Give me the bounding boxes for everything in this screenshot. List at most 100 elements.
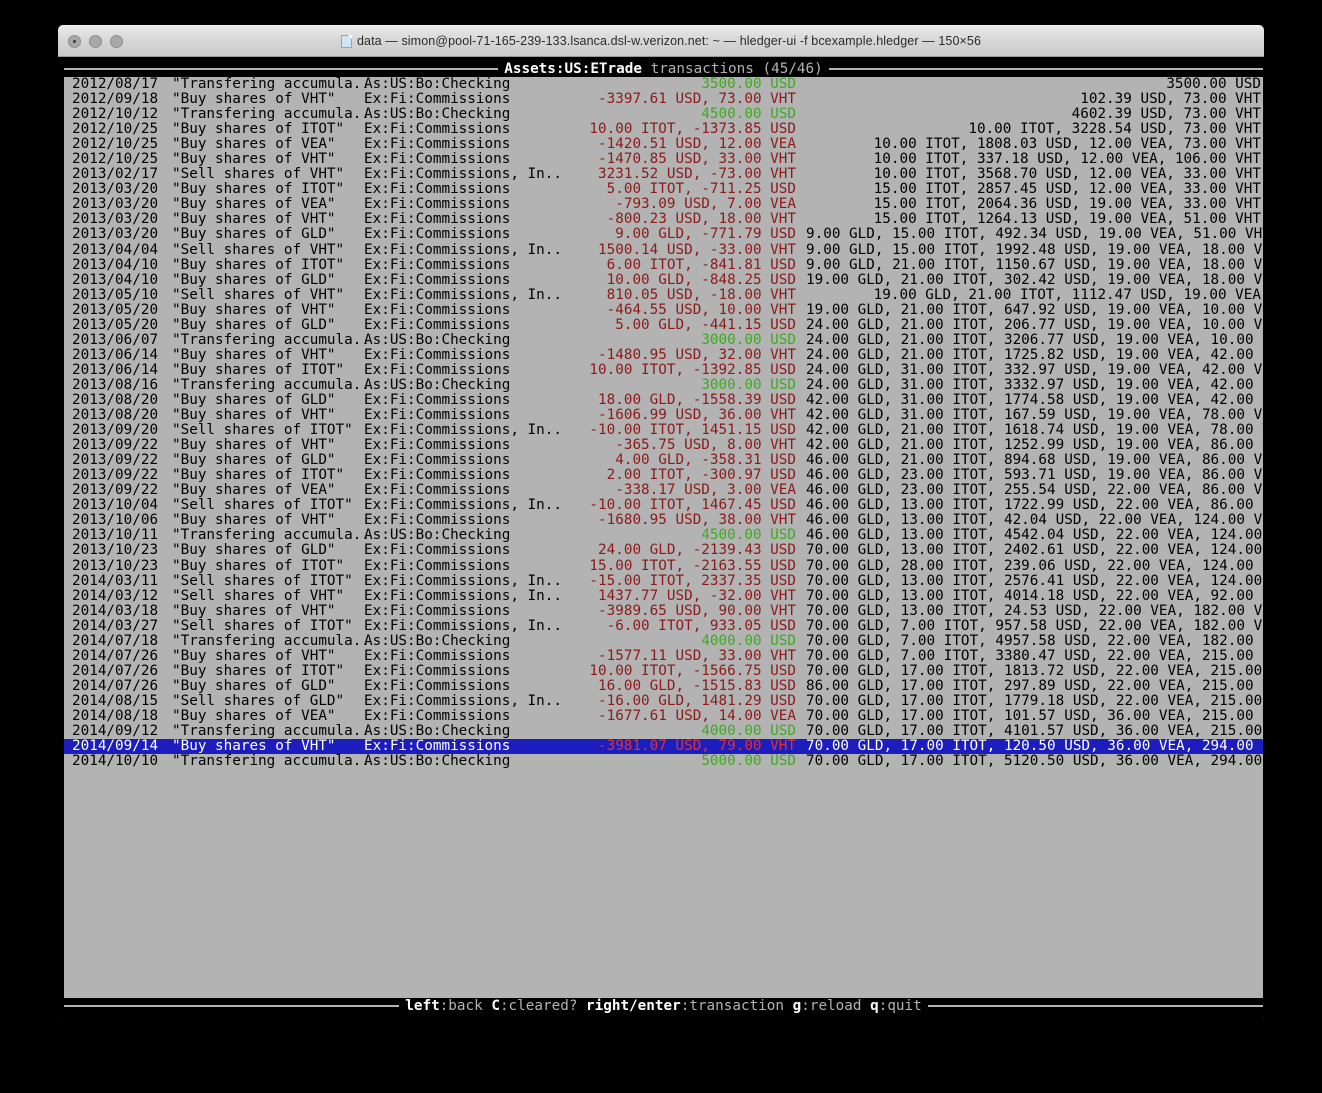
terminal-window: data — simon@pool-71-165-239-133.lsanca.… [58, 25, 1264, 1019]
transaction-date: 2013/05/10 [72, 286, 159, 303]
table-row[interactable]: 2013/08/20 "Buy shares of GLD" Ex:Fi:Commi… [64, 391, 1263, 408]
table-row[interactable]: 2012/10/25 "Buy shares of VEA" Ex:Fi:Commi… [64, 137, 1263, 152]
table-row[interactable]: 2012/10/12 "Transfering accumula.. As:US:B… [64, 107, 1263, 122]
table-row[interactable]: 2013/06/14 "Buy shares of VHT" Ex:Fi:Commi… [64, 346, 1263, 363]
table-row[interactable]: 2012/10/25 "Buy shares of VHT" Ex:Fi:Commi… [64, 152, 1263, 167]
transaction-description: "Buy shares of VHT" [172, 346, 336, 363]
transaction-date: 2013/08/20 [72, 407, 159, 424]
zoom-button[interactable] [110, 34, 123, 48]
table-row[interactable]: 2013/02/17 "Sell shares of VHT" Ex:Fi:Comm… [64, 167, 1263, 182]
table-row[interactable]: 2013/10/04 "Sell shares of ITOT" Ex:Fi:Com… [64, 498, 1263, 513]
transaction-running-balance: 19.00 GLD, 21.00 ITOT, 302.42 USD, 19.00… [806, 271, 1263, 288]
transaction-running-balance: 10.00 ITOT, 3228.54 USD, 73.00 VHT [968, 121, 1261, 138]
table-row[interactable]: 2013/08/20 "Buy shares of VHT" Ex:Fi:Commi… [64, 407, 1263, 424]
transaction-description: "Buy shares of GLD" [172, 677, 336, 694]
status-key-reload[interactable]: g [792, 998, 802, 1014]
table-row[interactable]: 2014/07/26 "Buy shares of VHT" Ex:Fi:Commi… [64, 648, 1263, 664]
table-row[interactable]: 2013/04/10 "Buy shares of ITOT" Ex:Fi:Comm… [64, 256, 1263, 273]
transaction-account: Ex:Fi:Commissions [364, 662, 511, 679]
transaction-account: Ex:Fi:Commissions [364, 121, 511, 138]
table-row[interactable]: 2014/08/15 "Sell shares of GLD" Ex:Fi:Comm… [64, 692, 1263, 709]
table-row[interactable]: 2012/09/18 "Buy shares of VHT" Ex:Fi:Commi… [64, 91, 1263, 108]
table-row[interactable]: 2014/07/26 "Buy shares of ITOT" Ex:Fi:Comm… [64, 662, 1263, 679]
table-row[interactable]: 2013/03/20 "Buy shares of GLD" Ex:Fi:Commi… [64, 227, 1263, 242]
transaction-running-balance: 15.00 ITOT, 1264.13 USD, 19.00 VEA, 51.0… [873, 211, 1261, 228]
transaction-date: 2012/10/12 [72, 106, 159, 123]
table-row[interactable]: 2013/04/04 "Sell shares of VHT" Ex:Fi:Comm… [64, 242, 1263, 258]
status-bar-keys[interactable]: left:back C:cleared? right/enter:transac… [399, 998, 928, 1014]
transaction-account: As:US:Bo:Checking [364, 331, 511, 348]
transaction-running-balance: 70.00 GLD, 17.00 ITOT, 101.57 USD, 36.00… [806, 707, 1263, 724]
table-row[interactable]: 2013/05/10 "Sell shares of VHT" Ex:Fi:Comm… [64, 286, 1263, 303]
table-row[interactable]: 2013/05/20 "Buy shares of VHT" Ex:Fi:Commi… [64, 301, 1263, 318]
transaction-running-balance: 46.00 GLD, 23.00 ITOT, 593.71 USD, 19.00… [806, 467, 1263, 484]
table-row[interactable]: 2013/09/20 "Sell shares of ITOT" Ex:Fi:Com… [64, 423, 1263, 438]
table-row[interactable]: 2013/09/22 "Buy shares of GLD" Ex:Fi:Commi… [64, 453, 1263, 468]
footer-rule-right [927, 1005, 1263, 1007]
table-row[interactable]: 2013/09/22 "Buy shares of VEA" Ex:Fi:Commi… [64, 483, 1263, 498]
transaction-account: Ex:Fi:Commissions [364, 407, 511, 424]
window-controls[interactable] [68, 26, 123, 56]
table-row[interactable]: 2013/05/20 "Buy shares of GLD" Ex:Fi:Commi… [64, 317, 1263, 333]
table-row[interactable]: 2014/03/11 "Sell shares of ITOT" Ex:Fi:Com… [64, 572, 1263, 589]
minimize-button[interactable] [89, 34, 102, 48]
table-row[interactable]: 2013/06/07 "Transfering accumula.. As:US:B… [64, 331, 1263, 348]
status-key-quit[interactable]: q [870, 998, 879, 1014]
transaction-running-balance: 24.00 GLD, 21.00 ITOT, 3206.77 USD, 19.0… [806, 331, 1263, 348]
table-row[interactable]: 2014/09/12 "Transfering accumula.. As:US:B… [64, 723, 1263, 739]
transaction-change-amount: -800.23 USD, 18.00 VHT [606, 211, 796, 228]
transaction-running-balance: 42.00 GLD, 31.00 ITOT, 1774.58 USD, 19.0… [806, 391, 1263, 408]
window-titlebar[interactable]: data — simon@pool-71-165-239-133.lsanca.… [58, 25, 1264, 57]
transaction-running-balance: 46.00 GLD, 13.00 ITOT, 42.04 USD, 22.00 … [806, 512, 1263, 529]
table-row[interactable]: 2012/10/25 "Buy shares of ITOT" Ex:Fi:Comm… [64, 122, 1263, 137]
transaction-running-balance: 19.00 GLD, 21.00 ITOT, 1112.47 USD, 19.0… [873, 286, 1261, 303]
transaction-account: As:US:Bo:Checking [364, 106, 511, 123]
status-key-cleared[interactable]: C [491, 998, 500, 1014]
table-row[interactable]: 2013/08/16 "Transfering accumula.. As:US:B… [64, 377, 1263, 393]
table-row[interactable]: 2013/10/23 "Buy shares of GLD" Ex:Fi:Commi… [64, 543, 1263, 558]
status-key-back[interactable]: left [405, 998, 440, 1014]
table-row[interactable]: 2014/07/26 "Buy shares of GLD" Ex:Fi:Commi… [64, 677, 1263, 694]
table-row[interactable]: 2013/04/10 "Buy shares of GLD" Ex:Fi:Commi… [64, 271, 1263, 288]
table-row[interactable]: 2013/03/20 "Buy shares of VHT" Ex:Fi:Commi… [64, 212, 1263, 227]
status-key-transaction[interactable]: right/enter [586, 998, 681, 1014]
transaction-description: "Buy shares of ITOT" [172, 181, 345, 198]
close-button[interactable] [68, 34, 81, 48]
table-row[interactable]: 2013/03/20 "Buy shares of ITOT" Ex:Fi:Comm… [64, 182, 1263, 197]
transaction-date: 2014/08/15 [72, 692, 159, 709]
table-row[interactable]: 2013/09/22 "Buy shares of ITOT" Ex:Fi:Comm… [64, 468, 1263, 483]
transaction-description: "Buy shares of VHT" [172, 301, 336, 318]
transaction-running-balance: 70.00 GLD, 13.00 ITOT, 2576.41 USD, 22.0… [806, 572, 1263, 589]
table-row[interactable]: 2013/09/22 "Buy shares of VHT" Ex:Fi:Commi… [64, 438, 1263, 453]
transaction-description: "Buy shares of ITOT" [172, 256, 345, 273]
document-icon [340, 34, 352, 48]
table-row[interactable]: 2013/10/23 "Buy shares of ITOT" Ex:Fi:Comm… [64, 558, 1263, 574]
table-row[interactable]: 2014/03/27 "Sell shares of ITOT" Ex:Fi:Com… [64, 618, 1263, 634]
transaction-description: "Buy shares of VHT" [172, 437, 336, 454]
table-row[interactable]: 2014/08/18 "Buy shares of VEA" Ex:Fi:Commi… [64, 707, 1263, 724]
transaction-date: 2014/07/26 [72, 677, 159, 694]
table-row[interactable]: 2014/10/10 "Transfering accumula.. As:US:B… [64, 754, 1263, 769]
table-row[interactable]: 2013/03/20 "Buy shares of VEA" Ex:Fi:Commi… [64, 197, 1263, 212]
table-row[interactable]: 2014/03/18 "Buy shares of VHT" Ex:Fi:Commi… [64, 603, 1263, 619]
transaction-description: "Buy shares of VHT" [172, 211, 336, 228]
table-row[interactable]: 2013/10/06 "Buy shares of VHT" Ex:Fi:Commi… [64, 513, 1263, 528]
table-row-selected[interactable]: 2014/09/14 "Buy shares of VHT" Ex:Fi:Commi… [64, 738, 1263, 755]
table-row[interactable]: 2012/08/17 "Transfering accumula.. As:US:B… [64, 77, 1263, 92]
transaction-account: Ex:Fi:Commissions [364, 181, 511, 198]
terminal-screen: Assets:US:ETrade transactions (45/46) 20… [64, 61, 1263, 1016]
table-row[interactable]: 2014/03/12 "Sell shares of VHT" Ex:Fi:Comm… [64, 588, 1263, 604]
transaction-description: "Buy shares of VEA" [172, 707, 336, 724]
transaction-description: "Buy shares of ITOT" [172, 662, 345, 679]
table-row[interactable]: 2014/07/18 "Transfering accumula.. As:US:B… [64, 633, 1263, 649]
transaction-date: 2014/09/14 [72, 738, 159, 755]
table-row[interactable]: 2013/06/14 "Buy shares of ITOT" Ex:Fi:Comm… [64, 362, 1263, 378]
table-row[interactable]: 2013/10/11 "Transfering accumula.. As:US:B… [64, 528, 1263, 543]
transaction-date: 2013/03/20 [72, 196, 159, 213]
transaction-account: Ex:Fi:Commissions [364, 151, 511, 168]
transaction-description: "Buy shares of VHT" [172, 407, 336, 424]
transaction-list[interactable]: 2012/08/17 "Transfering accumula.. As:US:B… [64, 77, 1263, 998]
transaction-date: 2012/09/18 [72, 91, 159, 108]
transaction-running-balance: 42.00 GLD, 21.00 ITOT, 1252.99 USD, 19.0… [806, 437, 1263, 454]
transaction-date: 2013/08/20 [72, 391, 159, 408]
